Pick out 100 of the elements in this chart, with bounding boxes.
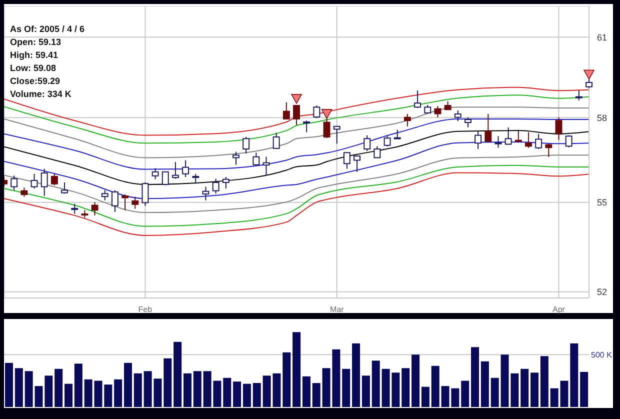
bar (352, 343, 360, 407)
candlestick (30, 173, 38, 189)
candlestick (374, 146, 381, 158)
bar (342, 368, 350, 407)
candlestick (101, 190, 108, 201)
candlestick (282, 102, 290, 120)
candlestick (484, 114, 492, 142)
bar (302, 376, 310, 407)
candlestick (354, 154, 360, 172)
candlestick (40, 168, 48, 196)
candlestick (142, 182, 149, 206)
candlestick (111, 190, 118, 212)
ref-line-label: 500 K (591, 350, 613, 360)
y-tick-label: 52 (597, 287, 608, 298)
candlestick (202, 186, 210, 201)
candlestick (323, 118, 330, 139)
candlestick (50, 173, 58, 186)
candlestick (464, 116, 472, 128)
bar (183, 373, 192, 407)
candlestick (303, 120, 310, 133)
bar (193, 371, 202, 407)
bar (540, 356, 548, 407)
point (321, 109, 332, 119)
bar (292, 332, 301, 407)
candlestick (333, 126, 340, 144)
bar (372, 360, 380, 407)
candlestick (454, 110, 462, 122)
candlestick (172, 161, 179, 180)
line-series (4, 86, 590, 136)
bar (362, 376, 370, 407)
candlestick (20, 187, 28, 198)
candlestick (10, 175, 18, 191)
bar (490, 378, 499, 407)
candlestick (232, 151, 240, 166)
y-tick-label: 55 (597, 198, 608, 208)
bar (174, 342, 182, 407)
x-tick-label: Apr (552, 305, 566, 314)
annotation: Low: 59.08 (10, 62, 58, 75)
candlestick (132, 196, 139, 210)
bar (412, 354, 420, 407)
candlestick (313, 105, 320, 119)
bar (242, 384, 251, 407)
bar (480, 361, 489, 407)
candlestick (514, 130, 522, 142)
candlestick (504, 127, 512, 146)
bar (580, 372, 588, 407)
bar (312, 383, 320, 407)
bar (104, 384, 112, 407)
bar (530, 372, 539, 407)
candlestick (434, 106, 442, 118)
candlestick (414, 90, 422, 108)
candlestick (212, 178, 220, 194)
bar (471, 347, 480, 407)
bar (431, 366, 440, 407)
candlestick (565, 134, 572, 148)
bar (520, 368, 529, 407)
bar (124, 362, 132, 407)
candlestick (555, 116, 562, 141)
bar (461, 380, 470, 407)
line-series (4, 154, 590, 214)
bar (282, 352, 291, 407)
line-series (4, 164, 590, 227)
bar (5, 362, 13, 407)
bar (421, 386, 430, 407)
bar (402, 368, 410, 407)
annotation: As Of: 2005 / 4 / 6 (10, 23, 85, 36)
annotation: Volume: 334 K (10, 88, 72, 101)
candlestick (474, 130, 482, 150)
annotation: Open: 59.13 (10, 36, 62, 49)
bar (14, 368, 23, 407)
annotation: High: 59.41 (10, 49, 60, 62)
line-series (4, 106, 590, 158)
candlestick (91, 202, 98, 216)
point (584, 70, 594, 80)
bar (54, 368, 63, 407)
candlestick (364, 134, 371, 152)
candlestick (525, 132, 532, 148)
x-tick-label: Mar (330, 305, 344, 314)
bar (44, 376, 53, 407)
candlestick (222, 176, 230, 189)
candlestick (262, 156, 270, 176)
candlestick (252, 152, 260, 166)
candlestick (122, 194, 129, 211)
candlestick (71, 203, 78, 214)
bar (550, 388, 558, 407)
line-series (4, 172, 590, 236)
candlestick (384, 136, 391, 147)
candlestick (152, 168, 159, 180)
annotation: Close:59.29 (10, 75, 62, 88)
bar (233, 382, 242, 407)
candlestick (575, 90, 582, 101)
bar (164, 358, 172, 407)
candlestick (272, 132, 280, 150)
candlestick (162, 171, 169, 186)
candlestick (343, 152, 350, 170)
bar (114, 379, 122, 407)
candlestick (242, 136, 250, 154)
candlestick (293, 105, 300, 126)
x-tick-label: Feb (138, 305, 153, 314)
bar (74, 364, 82, 407)
